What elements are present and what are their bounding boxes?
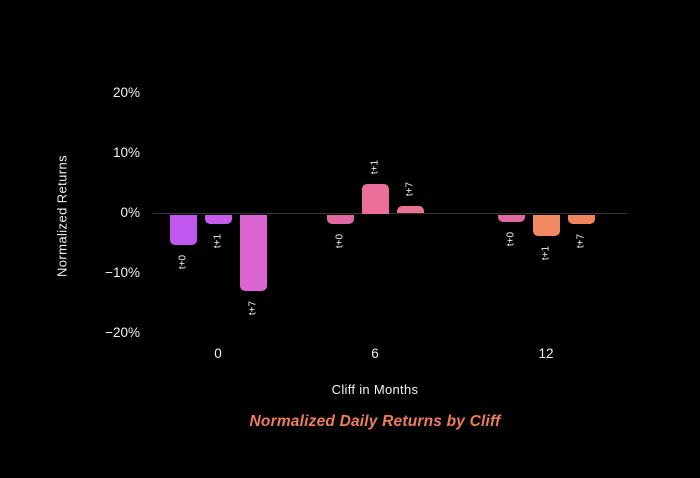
zero-axis-line (153, 213, 627, 214)
y-tick-label: −20% (105, 324, 140, 340)
bar-12-t+1 (532, 214, 560, 236)
chart-title: Normalized Daily Returns by Cliff (249, 413, 501, 430)
bar-6-t+7 (396, 206, 424, 214)
bar-series-label: t+7 (404, 182, 416, 197)
bar-series-label: t+1 (212, 233, 224, 248)
x-tick-label: 6 (371, 346, 379, 361)
bar-0-t+1 (204, 214, 232, 224)
bar-series-label: t+7 (575, 233, 587, 248)
bar-0-t+7 (239, 214, 267, 291)
bar-12-t+7 (567, 214, 595, 224)
y-tick-label: −10% (105, 264, 140, 280)
y-tick-label: 0% (120, 204, 140, 220)
bar-series-label: t+0 (505, 231, 517, 246)
x-tick-label: 12 (538, 346, 554, 361)
y-tick-label: 10% (112, 144, 140, 160)
bar-series-label: t+0 (177, 254, 189, 269)
bar-series-label: t+1 (540, 245, 552, 260)
y-tick-label: 20% (112, 84, 140, 100)
x-axis-label: Cliff in Months (331, 382, 419, 397)
bar-0-t+0 (169, 214, 197, 245)
x-tick-label: 0 (214, 346, 222, 361)
bar-12-t+0 (497, 214, 525, 222)
bar-6-t+1 (361, 183, 389, 214)
bar-series-label: t+0 (334, 233, 346, 248)
bar-6-t+0 (326, 214, 354, 224)
bar-series-label: t+7 (247, 300, 259, 315)
bar-series-label: t+1 (369, 159, 381, 174)
